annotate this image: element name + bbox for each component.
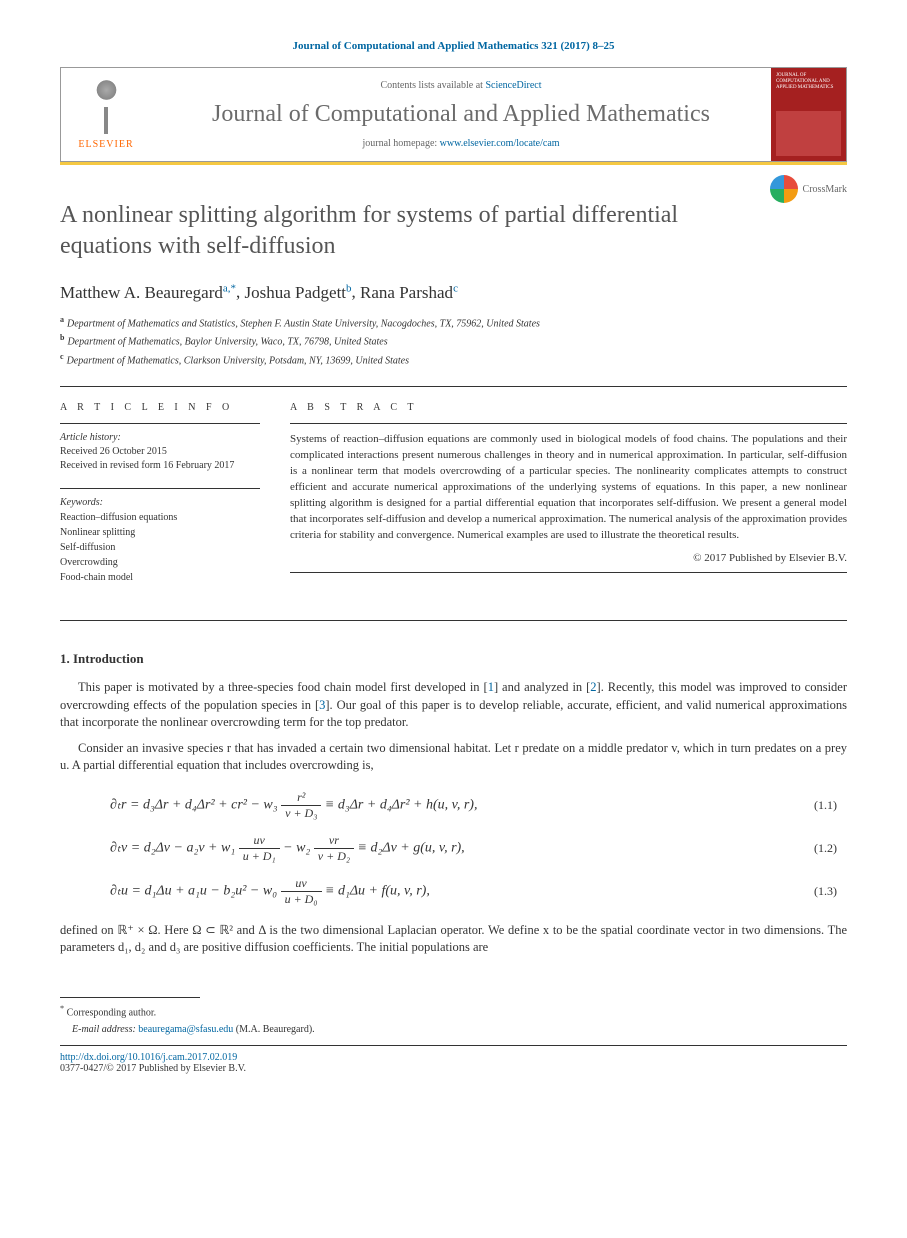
crossmark-text: CrossMark <box>803 184 847 195</box>
history-2: Received in revised form 16 February 201… <box>60 459 260 473</box>
author-3[interactable]: Rana Parshadc <box>360 283 458 302</box>
doi-link[interactable]: http://dx.doi.org/10.1016/j.cam.2017.02.… <box>60 1052 237 1063</box>
intro-p1: This paper is motivated by a three-speci… <box>60 679 847 732</box>
info-abstract-row: A R T I C L E I N F O Article history: R… <box>60 402 847 600</box>
cover-title: JOURNAL OF COMPUTATIONAL AND APPLIED MAT… <box>776 73 841 91</box>
intro-heading: 1. Introduction <box>60 651 847 667</box>
affiliation-a: aDepartment of Mathematics and Statistic… <box>60 315 847 329</box>
homepage-line: journal homepage: www.elsevier.com/locat… <box>163 138 759 149</box>
divider-2 <box>60 620 847 621</box>
article-info-heading: A R T I C L E I N F O <box>60 402 260 413</box>
elsevier-tree-icon <box>79 79 134 134</box>
abstract: A B S T R A C T Systems of reaction–diff… <box>290 402 847 600</box>
divider <box>60 386 847 387</box>
eq-num-3: (1.3) <box>814 884 837 899</box>
intro-p3: defined on ℝ⁺ × Ω. Here Ω ⊂ ℝ² and Δ is … <box>60 922 847 957</box>
article-history: Article history: Received 26 October 201… <box>60 432 260 473</box>
abstract-copyright: © 2017 Published by Elsevier B.V. <box>290 552 847 564</box>
crossmark-badge[interactable]: CrossMark <box>770 175 847 203</box>
history-label: Article history: <box>60 432 260 443</box>
keyword-4: Overcrowding <box>60 555 260 570</box>
abstract-heading: A B S T R A C T <box>290 402 847 413</box>
article-info: A R T I C L E I N F O Article history: R… <box>60 402 260 600</box>
homepage-link[interactable]: www.elsevier.com/locate/cam <box>440 138 560 149</box>
crossmark-icon <box>770 175 798 203</box>
issn-copyright: 0377-0427/© 2017 Published by Elsevier B… <box>60 1063 847 1074</box>
keyword-1: Reaction–diffusion equations <box>60 510 260 525</box>
contents-line: Contents lists available at ScienceDirec… <box>163 80 759 91</box>
intro-p2: Consider an invasive species r that has … <box>60 740 847 775</box>
affiliation-b: bDepartment of Mathematics, Baylor Unive… <box>60 333 847 347</box>
journal-header: ELSEVIER Contents lists available at Sci… <box>60 67 847 162</box>
journal-cover-thumbnail: JOURNAL OF COMPUTATIONAL AND APPLIED MAT… <box>771 68 846 161</box>
keywords-label: Keywords: <box>60 497 260 508</box>
article-title: A nonlinear splitting algorithm for syst… <box>60 200 847 262</box>
footnote-divider <box>60 997 200 998</box>
citation: Journal of Computational and Applied Mat… <box>60 40 847 52</box>
elsevier-text: ELSEVIER <box>78 139 133 150</box>
keyword-5: Food-chain model <box>60 570 260 585</box>
affiliations: aDepartment of Mathematics and Statistic… <box>60 315 847 366</box>
affiliation-c: cDepartment of Mathematics, Clarkson Uni… <box>60 352 847 366</box>
cover-graphic <box>776 111 841 156</box>
author-1[interactable]: Matthew A. Beauregarda,* <box>60 283 236 302</box>
keyword-3: Self-diffusion <box>60 540 260 555</box>
sciencedirect-link[interactable]: ScienceDirect <box>485 80 541 91</box>
authors-list: Matthew A. Beauregarda,*, Joshua Padgett… <box>60 282 847 303</box>
footer: http://dx.doi.org/10.1016/j.cam.2017.02.… <box>60 1045 847 1074</box>
equation-3: ∂ₜu = d₁Δu + a₁u − b₂u² − w₀ uvu + D₀ ≡ … <box>110 876 847 907</box>
journal-name: Journal of Computational and Applied Mat… <box>163 101 759 128</box>
email-footnote: E-mail address: beauregama@sfasu.edu (M.… <box>60 1024 847 1035</box>
equation-2: ∂ₜv = d₂Δv − a₂v + w₁ uvu + D₁ − w₂ vrv … <box>110 833 847 864</box>
keyword-2: Nonlinear splitting <box>60 525 260 540</box>
equation-1: ∂ₜr = d₃Δr + d₄Δr² + cr² − w₃ r²v + D₃ ≡… <box>110 790 847 821</box>
eq-num-1: (1.1) <box>814 798 837 813</box>
keywords-block: Keywords: Reaction–diffusion equations N… <box>60 497 260 585</box>
corresponding-author: * Corresponding author. <box>60 1004 847 1018</box>
email-link[interactable]: beauregama@sfasu.edu <box>138 1024 233 1035</box>
header-center: Contents lists available at ScienceDirec… <box>151 68 771 161</box>
yellow-accent-bar <box>60 162 847 165</box>
abstract-text: Systems of reaction–diffusion equations … <box>290 432 847 544</box>
equations-block: ∂ₜr = d₃Δr + d₄Δr² + cr² − w₃ r²v + D₃ ≡… <box>110 790 847 907</box>
elsevier-logo: ELSEVIER <box>61 68 151 161</box>
author-2[interactable]: Joshua Padgettb <box>245 283 352 302</box>
homepage-prefix: journal homepage: <box>362 138 439 149</box>
eq-num-2: (1.2) <box>814 841 837 856</box>
history-1: Received 26 October 2015 <box>60 445 260 459</box>
contents-prefix: Contents lists available at <box>380 80 485 91</box>
